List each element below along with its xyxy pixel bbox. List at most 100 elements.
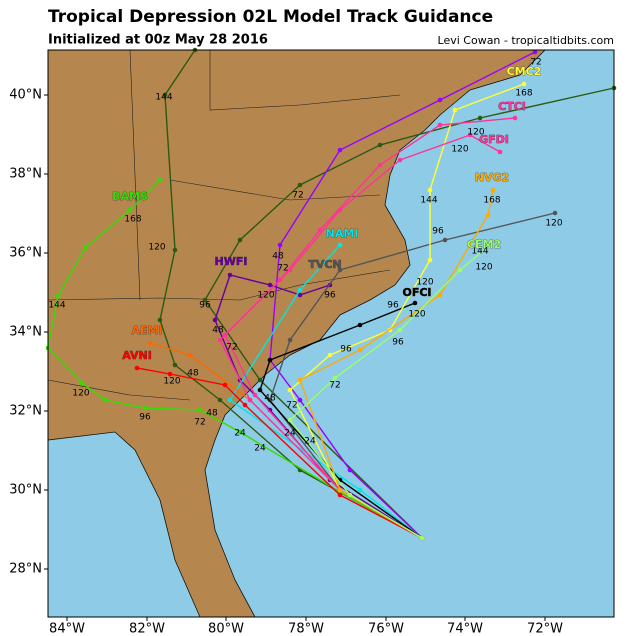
track-point [157,177,163,183]
track [159,49,423,539]
track-point [442,237,448,243]
lat-label: 32°N [9,404,42,419]
hour-label: 96 [139,413,151,423]
track-point [142,405,148,411]
track-point [217,397,223,403]
tracks [45,47,617,541]
title: Tropical Depression 02L Model Track Guid… [48,7,493,27]
track-point [332,375,338,381]
track-point [212,317,218,323]
track-point [485,212,491,218]
track-point [532,49,538,55]
hour-label: 144 [420,196,437,206]
track-point [337,492,343,498]
track-point [257,387,263,393]
track-point [377,142,383,148]
hour-label: 168 [483,196,500,206]
hour-label: 120 [408,310,425,320]
lon-label: 76°W [368,622,404,636]
hour-label: 72 [329,381,340,391]
track-point [102,397,108,403]
track-point [242,402,248,408]
track-point [521,81,527,87]
hour-label: 120 [416,278,433,288]
track-point [267,397,273,403]
hour-label: 168 [515,89,532,99]
model-label: CMC2 [507,65,542,78]
track-point [134,365,140,371]
hour-label: 120 [467,128,484,138]
track-point [467,132,473,138]
hour-label: 120 [475,263,492,273]
hour-label: 72 [286,401,297,411]
track-point [237,237,243,243]
track-point [297,287,303,293]
track-point [337,267,343,273]
track-point [82,245,88,251]
subtitle: Initialized at 00z May 28 2016 [48,33,268,48]
track [136,367,423,539]
track-point [552,210,558,216]
track-point [437,292,443,298]
track-point [55,293,61,299]
track-point [252,392,258,398]
hour-label: 144 [155,93,172,103]
track-point [167,371,173,377]
track [259,302,423,539]
lon-label: 72°W [527,622,563,636]
hour-label: 24 [254,444,266,454]
lat-label: 28°N [9,562,42,577]
track-point [487,242,493,248]
track-point [347,467,353,473]
hour-label: 96 [432,227,444,237]
hour-label: 144 [471,247,488,257]
lon-label: 82°W [129,622,165,636]
model-label: OFCI [402,286,431,299]
track-point [427,257,433,263]
hour-label: 120 [148,243,165,253]
hour-label: 120 [72,389,89,399]
track-point [257,377,263,383]
model-label: BAMS [112,190,148,203]
model-label: CTCI [498,100,526,113]
track-point [297,377,303,383]
border [129,49,141,301]
labels: 1441201681201449696724824242448729612072… [48,58,562,454]
model-label: AVNI [122,349,152,362]
model-label: AEMI [131,324,162,337]
track-point [157,317,163,323]
lat-label: 40°N [9,88,42,103]
hour-label: 96 [324,291,336,301]
hour-label: 24 [234,429,246,439]
hour-label: 96 [340,345,352,355]
track-point [419,535,425,541]
track-point [512,115,518,121]
hour-label: 168 [124,215,141,225]
track-point [237,429,243,435]
track-point [490,187,496,193]
track-point [227,397,233,403]
track-point [397,327,403,333]
hour-label: 72 [530,58,541,68]
hour-label: 48 [212,326,224,336]
lon-label: 74°W [447,622,483,636]
hour-label: 72 [277,264,288,274]
track-point [477,115,483,121]
land [47,49,546,618]
track-point [227,272,233,278]
track-point [222,382,228,388]
track-point [452,107,458,113]
track-point [127,207,133,213]
track-point [267,282,273,288]
track-point [457,267,463,273]
hour-label: 48 [272,252,284,262]
track-point [222,332,228,338]
track-point [172,362,178,368]
hour-label: 96 [199,301,211,311]
track-point [277,242,283,248]
track-point [357,487,363,493]
track-point [287,417,293,423]
hour-label: 72 [292,191,303,201]
track-point [217,337,223,343]
